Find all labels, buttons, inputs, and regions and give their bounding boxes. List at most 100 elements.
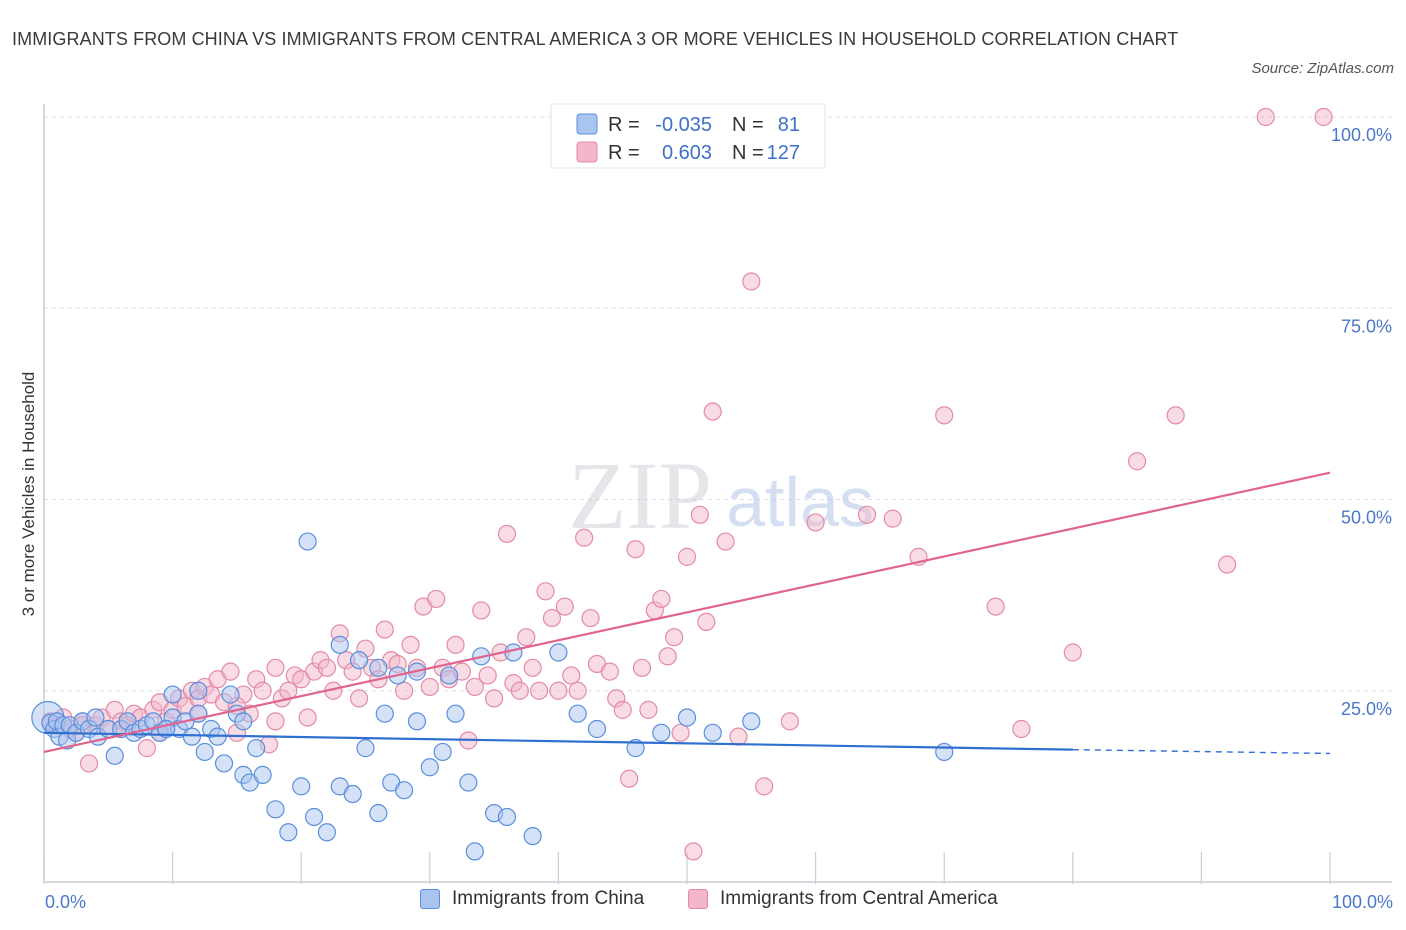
- point-central-america-48: [349, 689, 369, 708]
- point-central-america-33: [253, 681, 272, 700]
- point-central-america-112: [935, 406, 954, 425]
- point-central-america-59: [420, 677, 439, 697]
- legend-n-label-china: N =: [732, 114, 764, 136]
- y-tick-label-2: 75.0%: [1341, 316, 1392, 336]
- point-china-62: [163, 685, 182, 704]
- top-legend: R = -0.035 N = 81 R = 0.603 N = 127: [550, 103, 826, 169]
- point-central-america-126: [266, 712, 285, 731]
- trend-line-china: [43, 731, 1073, 751]
- point-china-76: [652, 723, 671, 742]
- point-central-america-43: [317, 658, 337, 677]
- point-central-america-73: [510, 681, 529, 700]
- point-central-america-97: [671, 723, 690, 742]
- point-china-42: [317, 823, 337, 842]
- point-central-america-71: [497, 524, 517, 544]
- point-central-america-115: [1063, 643, 1082, 662]
- point-central-america-15: [137, 739, 156, 758]
- legend-n-value-china: 81: [778, 114, 800, 136]
- point-china-55: [459, 773, 478, 792]
- point-china-48: [375, 704, 394, 723]
- point-central-america-28: [221, 662, 240, 681]
- point-central-america-95: [658, 647, 677, 666]
- point-central-america-86: [600, 662, 619, 681]
- point-china-69: [439, 666, 459, 685]
- point-central-america-107: [780, 712, 799, 731]
- point-central-america-101: [697, 612, 716, 632]
- point-central-america-94: [652, 589, 671, 609]
- point-china-50: [394, 781, 414, 800]
- x-tick-label-1: 100.0%: [1332, 892, 1393, 912]
- series-central-america: [41, 107, 1333, 861]
- point-china-61: [189, 681, 208, 700]
- legend-n-label-central-america: N =: [732, 142, 764, 164]
- watermark: ZIP atlas: [568, 442, 874, 549]
- point-central-america-89: [620, 769, 639, 788]
- point-central-america-110: [883, 509, 902, 528]
- bottom-legend-label-china: Immigrants from China: [452, 888, 645, 909]
- point-central-america-108: [806, 513, 825, 532]
- point-central-america-60: [427, 589, 446, 609]
- point-china-66: [369, 658, 388, 677]
- point-central-america-80: [555, 597, 574, 616]
- point-central-america-78: [542, 608, 562, 628]
- point-china-64: [298, 532, 317, 551]
- bottom-legend-swatch-china: [420, 889, 440, 909]
- point-central-america-98: [677, 547, 697, 566]
- legend-r-value-china: -0.035: [655, 114, 712, 136]
- point-central-america-75: [523, 658, 542, 677]
- point-china-59: [523, 826, 542, 846]
- legend-r-label-china: R =: [608, 114, 640, 136]
- point-central-america-74: [517, 628, 536, 647]
- point-central-america-104: [729, 727, 748, 746]
- point-central-america-55: [394, 681, 414, 700]
- bottom-legend-swatch-central-america: [688, 889, 708, 909]
- point-central-america-63: [446, 635, 465, 654]
- point-china-65: [330, 635, 349, 654]
- point-china-46: [356, 739, 375, 758]
- y-tick-label-3: 100.0%: [1331, 125, 1392, 145]
- point-central-america-118: [1218, 555, 1237, 574]
- point-china-39: [279, 823, 298, 842]
- point-central-america-84: [581, 608, 600, 628]
- point-china-31: [214, 754, 234, 773]
- point-central-america-105: [742, 272, 761, 291]
- bottom-legend: Immigrants from China Immigrants from Ce…: [0, 888, 1406, 918]
- x-tick-label-0: 0.0%: [45, 892, 86, 912]
- point-central-america-106: [755, 777, 774, 796]
- trend-line-central-america: [43, 471, 1331, 754]
- bottom-legend-label-central-america: Immigrants from Central America: [720, 888, 998, 909]
- point-china-75: [626, 739, 645, 758]
- point-central-america-88: [613, 700, 632, 719]
- point-central-america-96: [665, 628, 684, 647]
- legend-swatch-central-america: [576, 141, 598, 163]
- point-central-america-77: [536, 582, 555, 601]
- point-china-40: [292, 777, 311, 796]
- point-china-80: [935, 742, 954, 762]
- tick-labels: 25.0% 50.0% 75.0% 100.0% 0.0% 100.0%: [45, 125, 1393, 912]
- point-central-america-56: [401, 635, 420, 654]
- legend-r-label-central-america: R =: [608, 142, 640, 164]
- point-central-america-67: [472, 601, 491, 620]
- point-china-56: [465, 842, 484, 861]
- point-central-america-69: [485, 689, 504, 708]
- legend-swatch-china: [576, 113, 598, 135]
- point-china-37: [253, 765, 272, 785]
- point-china-79: [742, 712, 761, 731]
- point-china-36: [247, 739, 266, 758]
- point-china-41: [304, 807, 324, 827]
- point-central-america-68: [478, 666, 497, 685]
- point-china-51: [407, 712, 427, 731]
- point-china-78: [703, 723, 722, 742]
- point-china-53: [433, 742, 452, 762]
- point-china-26: [182, 727, 201, 746]
- point-central-america-92: [639, 700, 658, 719]
- point-central-america-100: [690, 505, 709, 524]
- bottom-legend-item-china: Immigrants from China: [420, 888, 644, 910]
- y-tick-label-1: 50.0%: [1341, 508, 1392, 528]
- point-china-54: [446, 704, 465, 723]
- trend-line-china-extension: [1072, 748, 1331, 755]
- point-china-63: [234, 712, 253, 731]
- point-central-america-35: [266, 658, 285, 677]
- y-axis-title: 3 or more Vehicles in Household: [19, 372, 38, 617]
